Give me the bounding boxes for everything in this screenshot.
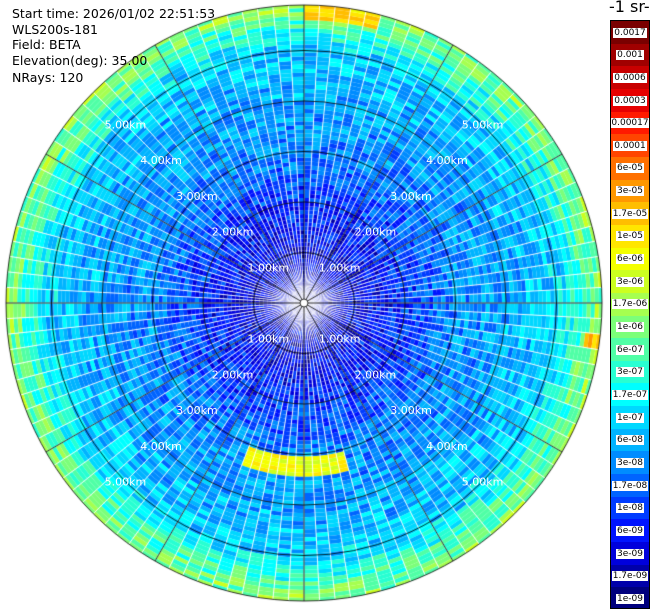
colorbar: 0.0017 0.001 0.0006 0.0003 0.00017 0.0001 6e-0… [610, 20, 650, 609]
colorbar-level: 1.7e-08 [611, 474, 649, 498]
colorbar-level: 0.0003 [611, 88, 649, 113]
colorbar-tick-label: 0.0017 [613, 27, 647, 38]
colorbar-level: 1.7e-09 [611, 564, 649, 588]
colorbar-tick-label: 1.7e-07 [611, 390, 649, 401]
colorbar-tick-label: 6e-09 [616, 525, 644, 536]
colorbar-tick-label: 6e-08 [616, 435, 644, 446]
start-time-text: Start time: 2026/01/02 22:51:53 [12, 6, 216, 21]
colorbar-level: 6e-07 [611, 338, 649, 362]
colorbar-tick-label: 0.00017 [611, 118, 649, 129]
colorbar-tick-label: 3e-06 [616, 276, 644, 287]
colorbar-tick-label: 3e-09 [616, 548, 644, 559]
colorbar-level: 1.7e-06 [611, 292, 649, 316]
colorbar-tick-label: 3e-08 [616, 457, 644, 468]
colorbar-level: 1.7e-05 [611, 202, 649, 226]
colorbar-level: 3e-05 [611, 179, 649, 203]
range-ring-label: 3.00km [176, 404, 218, 417]
colorbar-level: 3e-07 [611, 360, 649, 384]
field-text: Field: BETA [12, 37, 81, 52]
instrument-text: WLS200s-181 [12, 22, 98, 37]
range-ring-label: 3.00km [390, 190, 432, 203]
colorbar-level: 1e-09 [611, 587, 649, 608]
range-ring-label: 3.00km [176, 190, 218, 203]
nrays-text: NRays: 120 [12, 70, 84, 85]
range-ring-labels: 1.00km 1.00km 1.00km 1.00km 2.00km 2.00km 2.00… [105, 118, 504, 488]
colorbar-level: 1e-05 [611, 224, 649, 249]
colorbar-tick-label: 1.7e-06 [611, 299, 649, 310]
range-ring-label: 5.00km [462, 476, 504, 489]
colorbar-tick-label: 1.7e-08 [611, 480, 649, 491]
colorbar-tick-label: 0.0006 [613, 72, 647, 83]
colorbar-tick-label: 6e-07 [616, 344, 644, 355]
colorbar-tick-label: 1e-06 [616, 322, 644, 333]
colorbar-level: 6e-08 [611, 428, 649, 452]
colorbar-level: 3e-09 [611, 542, 649, 566]
colorbar-level: 0.0006 [611, 66, 649, 90]
colorbar-level: 0.0001 [611, 134, 649, 158]
colorbar-tick-label: 0.001 [616, 50, 644, 61]
range-ring-label: 5.00km [105, 118, 147, 131]
range-ring-label: 1.00km [319, 333, 361, 346]
colorbar-tick-label: 1.7e-09 [611, 571, 649, 582]
colorbar-level: 0.0017 [611, 21, 649, 45]
colorbar-level: 6e-05 [611, 156, 649, 181]
range-ring-label: 2.00km [212, 226, 254, 239]
elevation-text: Elevation(deg): 35.00 [12, 53, 148, 68]
colorbar-tick-label: 1e-09 [616, 593, 644, 604]
colorbar-level: 1e-07 [611, 406, 649, 430]
range-ring-label: 5.00km [462, 118, 504, 131]
colorbar-unit-label: -1 sr- [609, 0, 650, 16]
colorbar-tick-label: 0.0003 [613, 95, 647, 106]
range-ring-label: 1.00km [248, 261, 290, 274]
range-ring-label: 4.00km [140, 154, 182, 167]
colorbar-tick-label: 6e-05 [616, 163, 644, 174]
colorbar-tick-label: 0.0001 [613, 140, 647, 151]
colorbar-tick-label: 3e-07 [616, 367, 644, 378]
range-ring-label: 5.00km [105, 476, 147, 489]
colorbar-level: 3e-08 [611, 451, 649, 475]
colorbar-level: 0.001 [611, 43, 649, 67]
colorbar-tick-label: 1.7e-05 [611, 208, 649, 219]
range-ring-label: 4.00km [426, 440, 468, 453]
range-ring-label: 2.00km [212, 368, 254, 381]
colorbar-level: 0.00017 [611, 111, 649, 135]
colorbar-level: 6e-06 [611, 247, 649, 271]
range-ring-label: 1.00km [248, 333, 290, 346]
range-ring-label: 3.00km [390, 404, 432, 417]
colorbar-level: 1e-08 [611, 496, 649, 520]
colorbar-level: 1e-06 [611, 315, 649, 339]
range-ring-label: 2.00km [355, 368, 397, 381]
colorbar-level: 3e-06 [611, 270, 649, 294]
range-ring-label: 2.00km [355, 226, 397, 239]
range-ring-label: 4.00km [140, 440, 182, 453]
range-ring-label: 1.00km [319, 261, 361, 274]
colorbar-tick-label: 1e-08 [616, 503, 644, 514]
colorbar-level: 6e-09 [611, 519, 649, 543]
colorbar-tick-label: 1e-05 [616, 231, 644, 242]
colorbar-tick-label: 1e-07 [616, 412, 644, 423]
colorbar-tick-label: 6e-06 [616, 254, 644, 265]
colorbar-level: 1.7e-07 [611, 383, 649, 407]
range-ring-label: 4.00km [426, 154, 468, 167]
colorbar-tick-label: 3e-05 [616, 186, 644, 197]
